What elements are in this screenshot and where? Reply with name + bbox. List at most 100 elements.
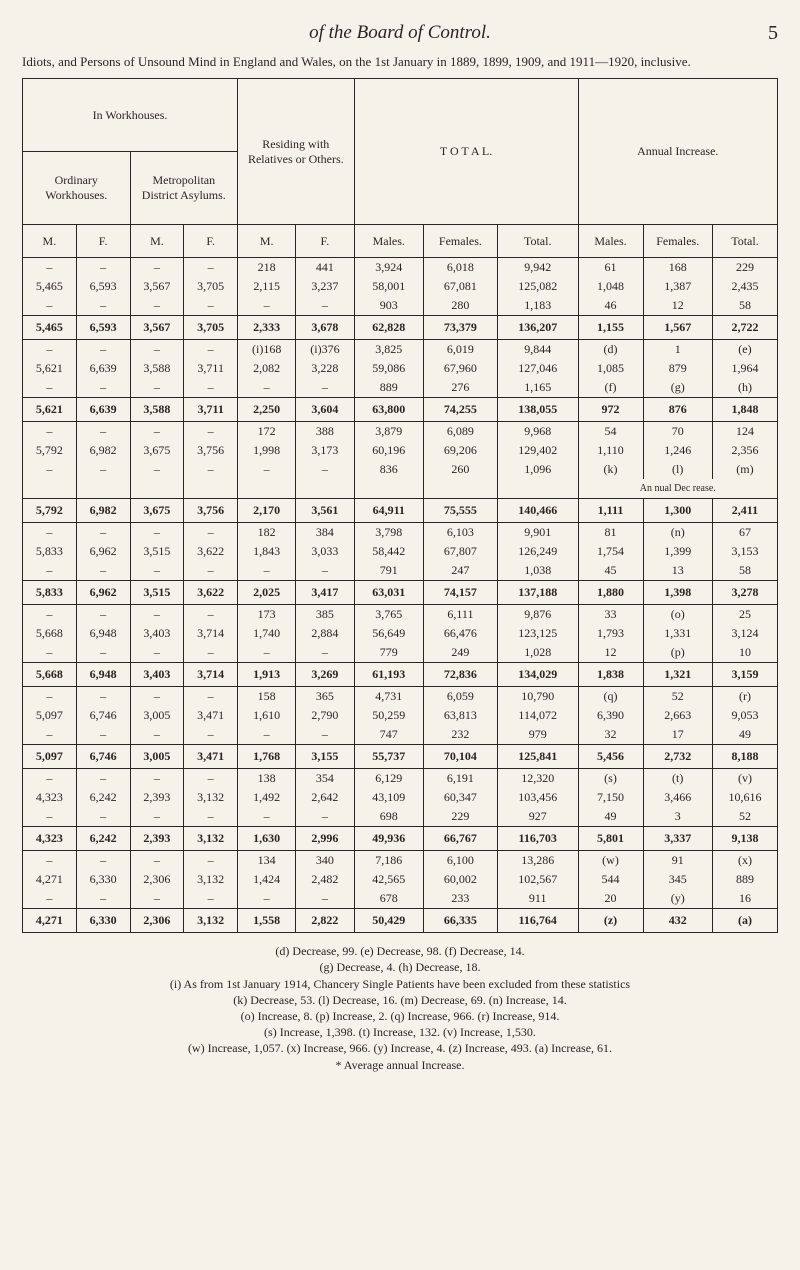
table-cell: 69,206 bbox=[423, 441, 497, 460]
table-cell: – bbox=[184, 422, 238, 442]
table-cell bbox=[23, 479, 77, 499]
table-cell: 6,948 bbox=[76, 624, 130, 643]
table-cell: 927 bbox=[497, 807, 578, 827]
table-cell: – bbox=[130, 687, 184, 707]
table-cell: 158 bbox=[238, 687, 296, 707]
table-row: ––––1723883,8796,0899,9685470124 bbox=[23, 422, 778, 442]
table-cell: – bbox=[130, 851, 184, 871]
table-cell: (a) bbox=[712, 909, 777, 933]
table-cell: 5,621 bbox=[23, 359, 77, 378]
table-cell: (p) bbox=[643, 643, 712, 663]
table-cell: 6,982 bbox=[76, 441, 130, 460]
table-cell: – bbox=[130, 889, 184, 909]
col-f: F. bbox=[296, 225, 354, 258]
table-cell: (x) bbox=[712, 851, 777, 871]
table-cell: 229 bbox=[423, 807, 497, 827]
table-cell: – bbox=[184, 769, 238, 789]
table-cell: 1,399 bbox=[643, 542, 712, 561]
footnote-line: (w) Increase, 1,057. (x) Increase, 966. … bbox=[22, 1040, 778, 1056]
table-cell: 134,029 bbox=[497, 663, 578, 687]
table-cell: – bbox=[184, 561, 238, 581]
col-total: Total. bbox=[712, 225, 777, 258]
table-cell: – bbox=[23, 340, 77, 360]
table-row: ––––––69822992749352 bbox=[23, 807, 778, 827]
table-row: ––––1823843,7986,1039,90181(n)67 bbox=[23, 523, 778, 543]
table-cell: – bbox=[76, 561, 130, 581]
table-cell: 2,306 bbox=[130, 909, 184, 933]
table-cell: – bbox=[130, 605, 184, 625]
table-cell: 5,801 bbox=[578, 827, 643, 851]
table-cell: 6,330 bbox=[76, 909, 130, 933]
table-cell: 13 bbox=[643, 561, 712, 581]
table-cell: 3,705 bbox=[184, 316, 238, 340]
table-cell: 74,157 bbox=[423, 581, 497, 605]
table-cell: 9,968 bbox=[497, 422, 578, 442]
table-cell: 354 bbox=[296, 769, 354, 789]
table-cell: 3,471 bbox=[184, 706, 238, 725]
table-cell: 218 bbox=[238, 258, 296, 278]
table-cell: 1,155 bbox=[578, 316, 643, 340]
table-cell: – bbox=[23, 807, 77, 827]
table-cell: – bbox=[76, 340, 130, 360]
table-cell: (s) bbox=[578, 769, 643, 789]
table-cell: – bbox=[23, 725, 77, 745]
table-cell: 5,097 bbox=[23, 706, 77, 725]
table-cell: 3,515 bbox=[130, 581, 184, 605]
table-cell: 5,456 bbox=[578, 745, 643, 769]
table-cell: 1,048 bbox=[578, 277, 643, 296]
table-cell: 879 bbox=[643, 359, 712, 378]
table-cell: – bbox=[76, 460, 130, 479]
table-cell: 52 bbox=[712, 807, 777, 827]
table-cell: 3,588 bbox=[130, 359, 184, 378]
table-cell: 6,103 bbox=[423, 523, 497, 543]
table-cell: 5,465 bbox=[23, 277, 77, 296]
col-females: Females. bbox=[643, 225, 712, 258]
table-cell: 1,793 bbox=[578, 624, 643, 643]
table-cell: – bbox=[184, 643, 238, 663]
table-cell: 49,936 bbox=[354, 827, 423, 851]
header-workhouses: In Workhouses. bbox=[23, 79, 238, 152]
table-cell: 60,196 bbox=[354, 441, 423, 460]
table-cell: – bbox=[184, 378, 238, 398]
table-cell: 3,124 bbox=[712, 624, 777, 643]
table-cell: 747 bbox=[354, 725, 423, 745]
table-cell: 114,072 bbox=[497, 706, 578, 725]
table-cell: 3,269 bbox=[296, 663, 354, 687]
table-cell: – bbox=[184, 605, 238, 625]
table-cell: 62,828 bbox=[354, 316, 423, 340]
table-cell: 137,188 bbox=[497, 581, 578, 605]
table-cell: – bbox=[184, 296, 238, 316]
table-cell: 276 bbox=[423, 378, 497, 398]
table-cell: – bbox=[184, 889, 238, 909]
footnote-line: (g) Decrease, 4. (h) Decrease, 18. bbox=[22, 959, 778, 975]
table-row: 5,4656,5933,5673,7052,1153,23758,00167,0… bbox=[23, 277, 778, 296]
table-cell: 9,138 bbox=[712, 827, 777, 851]
table-cell: 9,053 bbox=[712, 706, 777, 725]
table-cell: – bbox=[23, 605, 77, 625]
table-cell bbox=[296, 479, 354, 499]
table-cell: (t) bbox=[643, 769, 712, 789]
table-cell: 3,711 bbox=[184, 359, 238, 378]
table-cell: 441 bbox=[296, 258, 354, 278]
table-cell: 67,807 bbox=[423, 542, 497, 561]
col-m: M. bbox=[130, 225, 184, 258]
table-cell: 59,086 bbox=[354, 359, 423, 378]
table-cell: 7,150 bbox=[578, 788, 643, 807]
table-cell: 260 bbox=[423, 460, 497, 479]
table-cell: 73,379 bbox=[423, 316, 497, 340]
table-cell: (f) bbox=[578, 378, 643, 398]
table-cell: 63,031 bbox=[354, 581, 423, 605]
table-cell: – bbox=[130, 523, 184, 543]
col-females: Females. bbox=[423, 225, 497, 258]
table-row: ––––––7912471,038451358 bbox=[23, 561, 778, 581]
table-cell: 385 bbox=[296, 605, 354, 625]
header-ordinary: Ordinary Workhouses. bbox=[23, 152, 131, 225]
table-cell: – bbox=[184, 258, 238, 278]
table-cell: 6,639 bbox=[76, 398, 130, 422]
col-total: Total. bbox=[497, 225, 578, 258]
table-cell: – bbox=[130, 258, 184, 278]
table-cell: 6,111 bbox=[423, 605, 497, 625]
table-cell: 168 bbox=[643, 258, 712, 278]
table-cell: 75,555 bbox=[423, 499, 497, 523]
table-cell: 1,880 bbox=[578, 581, 643, 605]
